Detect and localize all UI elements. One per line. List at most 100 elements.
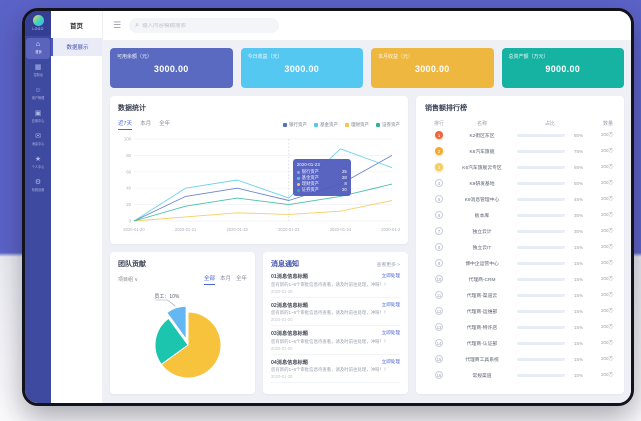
stats-range-tab[interactable]: 本月 [140, 121, 152, 127]
app-logo[interactable]: LOGO [25, 11, 51, 36]
message-title: 04消息信息标题 [271, 359, 308, 366]
sidebar-item-icon: ✉ [35, 133, 41, 140]
search-input[interactable] [142, 22, 274, 29]
rank-badge: 7 [435, 227, 443, 235]
message-item[interactable]: 03消息信息标题 立即处理 您有新的1~6个审批信息待查看，请及时前往处理，冲呀… [271, 326, 400, 355]
stats-range-tab[interactable]: 近7天 [118, 119, 133, 130]
main-area: ☰ ⌕ 可用余额（元） 3000.00 今日收益（元） 3000.00 [103, 11, 631, 403]
message-title: 02消息信息标题 [271, 302, 308, 309]
search-box[interactable]: ⌕ [129, 18, 280, 33]
line-chart[interactable]: 0 20 40 60 80 100 2020-01-20 2020-01-21 2020-01-… [118, 133, 403, 238]
message-action-link[interactable]: 立即处理 [381, 330, 400, 335]
table-row[interactable]: 6 板本库 35% 200万 [425, 207, 615, 223]
stat-card[interactable]: 可用余额（元） 3000.00 [110, 48, 233, 88]
ranking-panel: 销售额排行榜 排行 名称 占比 数量 1 K2街区东区 [416, 96, 624, 394]
rank-percent: 65% [573, 164, 583, 170]
legend-label: 银行资产 [289, 121, 307, 127]
message-timestamp: 2020-01-20 [271, 317, 293, 322]
rank-badge: 14 [435, 339, 443, 347]
svg-text:2020-01-22: 2020-01-22 [226, 227, 248, 232]
legend-swatch [345, 122, 349, 127]
progress-bar [517, 133, 565, 137]
rank-name: 代理商-渠道云 [466, 293, 498, 299]
message-action-link[interactable]: 立即处理 [381, 301, 400, 307]
pie-range-tab[interactable]: 本月 [219, 276, 231, 282]
sidebar-item[interactable]: ✉ 消息中心 [26, 130, 50, 151]
rank-percent: 15% [573, 340, 583, 346]
legend-item[interactable]: 理财资产 [345, 122, 369, 128]
sidebar-item[interactable]: ☺ 用户管理 [26, 84, 50, 105]
rank-name: 独立云计 [472, 229, 492, 235]
rank-amount: 200万 [600, 276, 613, 281]
pie-filter-select[interactable]: 项目组 ∨ [118, 277, 139, 283]
pie-panel-title: 团队贡献 [118, 261, 146, 268]
header-amount: 数量 [602, 121, 613, 127]
rank-percent: 15% [573, 276, 583, 282]
legend-item[interactable]: 银行资产 [283, 122, 307, 128]
rank-amount: 200万 [600, 340, 613, 345]
rail-menu: ⌂ 首页 ▦ 控制台 ☺ 用户管理 ▣ 应用中心 [26, 36, 50, 197]
collapse-menu-icon[interactable]: ☰ [113, 20, 122, 30]
table-row[interactable]: 4 K9研发基地 50% 200万 [425, 175, 615, 191]
table-row[interactable]: 8 独立云IT 15% 200万 [425, 239, 615, 255]
view-more-link[interactable]: 查看更多 > [376, 262, 400, 268]
sidebar-item[interactable]: ▣ 应用中心 [26, 107, 50, 128]
top-navbar: ☰ ⌕ [103, 11, 631, 41]
legend-swatch [376, 122, 380, 127]
progress-bar [517, 165, 565, 169]
table-row[interactable]: 2 K6汽车旗舰 75% 200万 [425, 143, 615, 159]
table-row[interactable]: 9 博中企运营中心 15% 200万 [425, 255, 615, 271]
table-row[interactable]: 12 代理商-运维部 15% 200万 [425, 303, 615, 319]
stat-card[interactable]: 本月收益（元） 3000.00 [371, 48, 494, 88]
rank-percent: 50% [573, 180, 583, 186]
table-row[interactable]: 15 代理商工具系统 15% 200万 [425, 351, 615, 367]
sidebar-item[interactable]: ⚙ 系统设置 [26, 176, 50, 197]
stat-card[interactable]: 总资产额（万元） 9000.00 [501, 48, 624, 88]
sidebar-item[interactable]: ▦ 控制台 [26, 61, 50, 82]
table-row[interactable]: 5 K9消息管理中心 45% 200万 [425, 191, 615, 207]
stat-card-value: 3000.00 [153, 64, 189, 74]
rank-badge: 15 [435, 355, 443, 363]
table-row[interactable]: 7 独立云计 30% 200万 [425, 223, 615, 239]
message-item[interactable]: 02消息信息标题 立即处理 您有新的1~6个审批信息待查看，请及时前往处理，冲呀… [271, 298, 400, 326]
stat-card[interactable]: 今日收益（元） 3000.00 [240, 48, 363, 88]
table-row[interactable]: 1 K2街区东区 80% 200万 [425, 127, 615, 143]
svg-text:80: 80 [126, 153, 131, 158]
progress-bar [517, 341, 565, 345]
progress-bar [517, 213, 565, 217]
rank-amount: 200万 [600, 180, 613, 185]
submenu-item-active[interactable]: 数据展示 [51, 38, 102, 56]
svg-text:2020-01-23: 2020-01-23 [278, 227, 300, 232]
table-row[interactable]: 3 K6汽车旗舰云专区 65% 200万 [425, 159, 615, 175]
rank-amount: 200万 [600, 244, 613, 249]
message-action-link[interactable]: 立即处理 [381, 358, 400, 364]
svg-text:2020-01-21: 2020-01-21 [175, 227, 197, 232]
pie-range-tab[interactable]: 全年 [235, 276, 247, 282]
table-row[interactable]: 13 代理商-特许店 15% 200万 [425, 319, 615, 335]
table-row[interactable]: 14 代理商-认证部 15% 200万 [425, 335, 615, 351]
legend-label: 基金资产 [320, 121, 338, 127]
message-item[interactable]: 01消息信息标题 立即处理 您有新的1~6个审批信息待查看，请及时前往处理，冲呀… [271, 269, 400, 298]
sidebar-item[interactable]: ⌂ 首页 [26, 38, 50, 59]
legend-item[interactable]: 证券资产 [376, 122, 400, 128]
progress-bar [517, 357, 565, 361]
svg-text:100: 100 [124, 137, 132, 142]
rank-amount: 200万 [600, 324, 613, 329]
stat-card-label: 今日收益（元） [247, 54, 283, 60]
rank-name: 博中企运营中心 [465, 261, 499, 267]
table-row[interactable]: 10 代理商-CRM 15% 200万 [425, 271, 615, 287]
pie-range-tab[interactable]: 全部 [203, 274, 215, 285]
table-row[interactable]: 16 常规渠道 10% 200万 [425, 367, 615, 383]
rank-amount: 200万 [600, 196, 613, 201]
table-row[interactable]: 11 代理商-渠道云 15% 200万 [425, 287, 615, 303]
stats-range-tabs: 近7天 本月 全年 [118, 119, 170, 130]
sidebar-item[interactable]: ★ 个人中心 [26, 153, 50, 174]
stats-range-tab[interactable]: 全年 [159, 121, 171, 127]
progress-bar [517, 373, 565, 377]
pie-chart[interactable]: 员工：10% [118, 285, 247, 391]
legend-item[interactable]: 基金资产 [314, 122, 338, 128]
message-item[interactable]: 04消息信息标题 立即处理 您有新的1~6个审批信息待查看，请及时前往处理，冲呀… [271, 355, 400, 383]
message-timestamp: 2020-01-20 [271, 374, 293, 379]
message-action-link[interactable]: 立即处理 [381, 273, 400, 278]
progress-bar [517, 229, 565, 233]
